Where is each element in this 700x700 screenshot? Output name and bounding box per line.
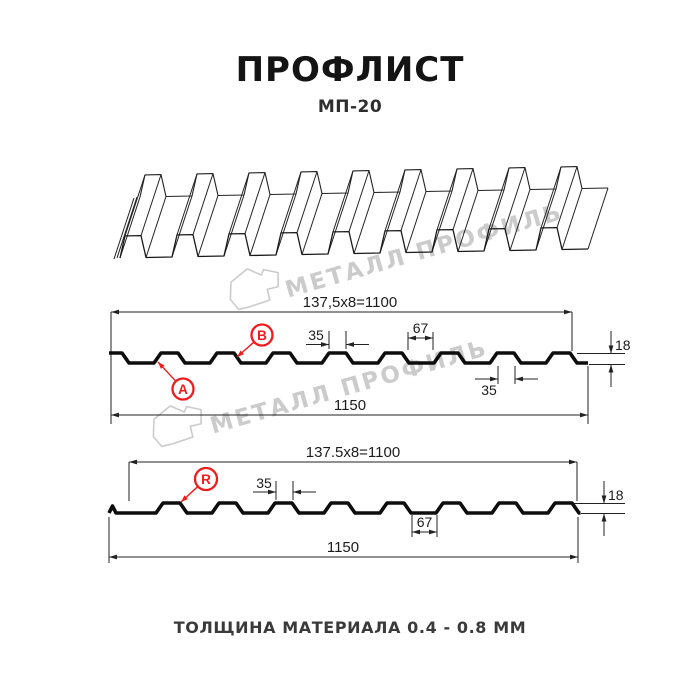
dimension-text: 35	[256, 475, 272, 491]
dimension-text: 35	[308, 327, 324, 343]
dimension-text: 18	[615, 337, 631, 353]
page-title: ПРОФЛИСТ	[235, 50, 465, 90]
dimension-text: R	[201, 472, 211, 487]
side-a-cross-section: 137,5x8=1100 1150 35 67 18 35 A B	[109, 294, 631, 424]
profile-model-subtitle: МП-20	[317, 97, 383, 117]
metall-profil-logo-icon	[152, 405, 202, 448]
material-thickness-note: ТОЛЩИНА МАТЕРИАЛА 0.4 - 0.8 ММ	[173, 618, 527, 637]
dimension-text: A	[178, 382, 188, 397]
dimension-text: 137.5x8=1100	[306, 444, 400, 461]
perspective-sheet-view	[113, 166, 609, 260]
dimension-text: B	[257, 328, 267, 343]
dimension-text: 35	[481, 382, 497, 398]
metall-profil-logo-icon	[229, 268, 279, 311]
dimension-text: 1150	[327, 539, 359, 556]
dimension-text: 137,5x8=1100	[303, 294, 397, 311]
dimension-text: 67	[417, 514, 433, 530]
dimension-text: 67	[413, 320, 429, 336]
dimension-text: 1150	[334, 397, 366, 414]
dimension-text: 18	[608, 487, 624, 503]
side-r-cross-section: 137.5x8=1100 1150 35 67 18 R	[107, 444, 625, 563]
